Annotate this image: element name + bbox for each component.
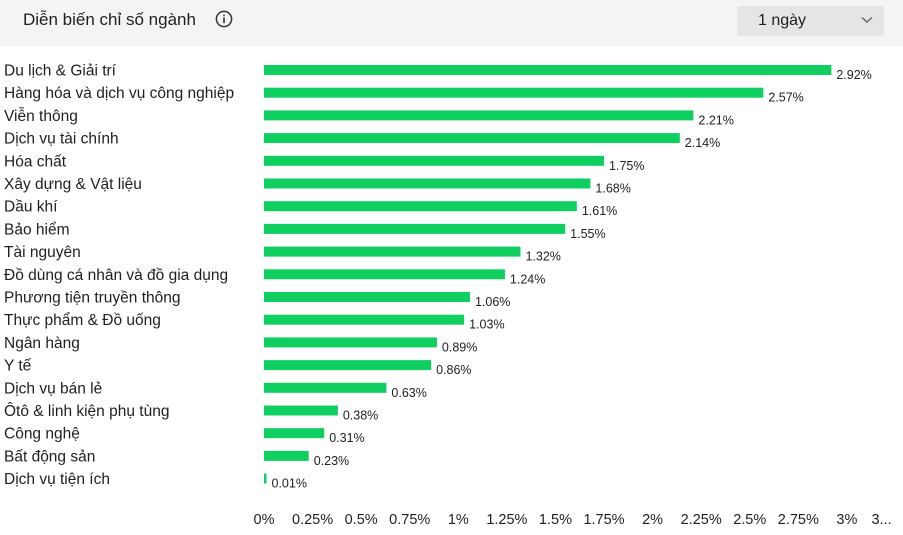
value-label: 1.03% xyxy=(469,318,504,332)
x-tick-label: 2.25% xyxy=(681,512,722,528)
x-tick-label: 1.5% xyxy=(539,512,572,528)
category-label: Hàng hóa và dịch vụ công nghiệp xyxy=(4,85,234,102)
value-label: 1.55% xyxy=(570,227,605,241)
x-tick-label: 1% xyxy=(448,512,469,528)
bar xyxy=(264,246,521,257)
value-label: 1.32% xyxy=(525,250,560,264)
category-label: Xây dựng & Vật liệu xyxy=(4,176,142,193)
bar xyxy=(264,110,694,121)
bar xyxy=(264,133,680,144)
x-tick-label: 0.5% xyxy=(345,512,378,528)
bar xyxy=(264,201,577,212)
x-tick-label: 2% xyxy=(642,512,663,528)
category-label: Viễn thông xyxy=(4,108,78,125)
category-label: Ngân hàng xyxy=(4,335,80,352)
x-tick-label: 2.75% xyxy=(778,512,819,528)
bar xyxy=(264,450,309,461)
x-tick-label: 2.5% xyxy=(733,512,766,528)
sector-index-bar-chart: Du lịch & Giải trí 2.92% Hàng hóa và dịch … xyxy=(4,63,892,529)
x-tick-label: 1.75% xyxy=(583,512,624,528)
bar xyxy=(264,65,832,75)
bar xyxy=(264,87,764,98)
category-label: Bảo hiểm xyxy=(4,221,69,238)
value-label: 0.86% xyxy=(436,363,471,377)
bar xyxy=(264,155,605,166)
value-label: 1.06% xyxy=(475,295,510,309)
panel-title: Diễn biến chỉ số ngành xyxy=(23,10,196,29)
value-label: 1.61% xyxy=(582,204,617,218)
x-tick-label: 3% xyxy=(836,512,857,528)
bar xyxy=(264,223,566,234)
category-label: Ôtô & linh kiện phụ tùng xyxy=(4,403,169,420)
info-icon[interactable] xyxy=(215,10,233,28)
category-label: Công nghệ xyxy=(4,426,80,443)
value-label: 2.57% xyxy=(768,91,803,105)
category-label: Y tế xyxy=(4,358,32,375)
category-label: Dầu khí xyxy=(4,199,58,216)
category-label: Du lịch & Giải trí xyxy=(4,63,117,80)
value-label: 0.89% xyxy=(442,340,477,354)
category-label: Dịch vụ bán lẻ xyxy=(4,380,102,397)
bar xyxy=(264,360,432,371)
value-label: 1.75% xyxy=(609,159,644,173)
value-label: 0.38% xyxy=(343,409,378,423)
category-label: Dịch vụ tài chính xyxy=(4,131,119,148)
bar xyxy=(264,405,338,416)
bar xyxy=(264,382,387,393)
category-label: Bất động sản xyxy=(4,448,95,465)
bar xyxy=(264,337,437,348)
x-tick-label: 1.25% xyxy=(486,512,527,528)
bar xyxy=(264,269,505,280)
x-tick-label: 0.25% xyxy=(292,512,333,528)
value-label: 1.24% xyxy=(510,272,545,286)
x-tick-label: 0.75% xyxy=(389,512,430,528)
bar xyxy=(264,292,470,302)
category-label: Thực phẩm & Đồ uống xyxy=(4,312,161,329)
value-label: 0.63% xyxy=(391,386,426,400)
value-label: 2.21% xyxy=(698,113,733,127)
bar xyxy=(264,314,465,325)
x-tick-label: 0% xyxy=(254,512,275,528)
value-label: 0.31% xyxy=(329,431,364,445)
time-range-select[interactable]: 1 ngày xyxy=(737,6,884,36)
chevron-down-icon xyxy=(861,16,873,23)
value-label: 1.68% xyxy=(595,182,630,196)
value-label: 2.14% xyxy=(685,136,720,150)
x-tick-label: 3... xyxy=(871,512,891,528)
category-label: Phương tiện truyền thông xyxy=(4,290,181,307)
value-label: 2.92% xyxy=(836,68,871,82)
category-label: Dịch vụ tiện ích xyxy=(4,471,110,488)
bar xyxy=(264,428,325,439)
bar xyxy=(264,178,591,189)
bar xyxy=(264,473,267,484)
time-range-value: 1 ngày xyxy=(758,12,807,29)
chart-header: Diễn biến chỉ số ngành 1 ngày xyxy=(0,0,903,46)
value-label: 0.23% xyxy=(314,454,349,468)
category-label: Đồ dùng cá nhân và đồ gia dụng xyxy=(4,267,228,284)
category-label: Tài nguyên xyxy=(4,244,81,261)
value-label: 0.01% xyxy=(272,477,307,491)
category-label: Hóa chất xyxy=(4,153,67,170)
